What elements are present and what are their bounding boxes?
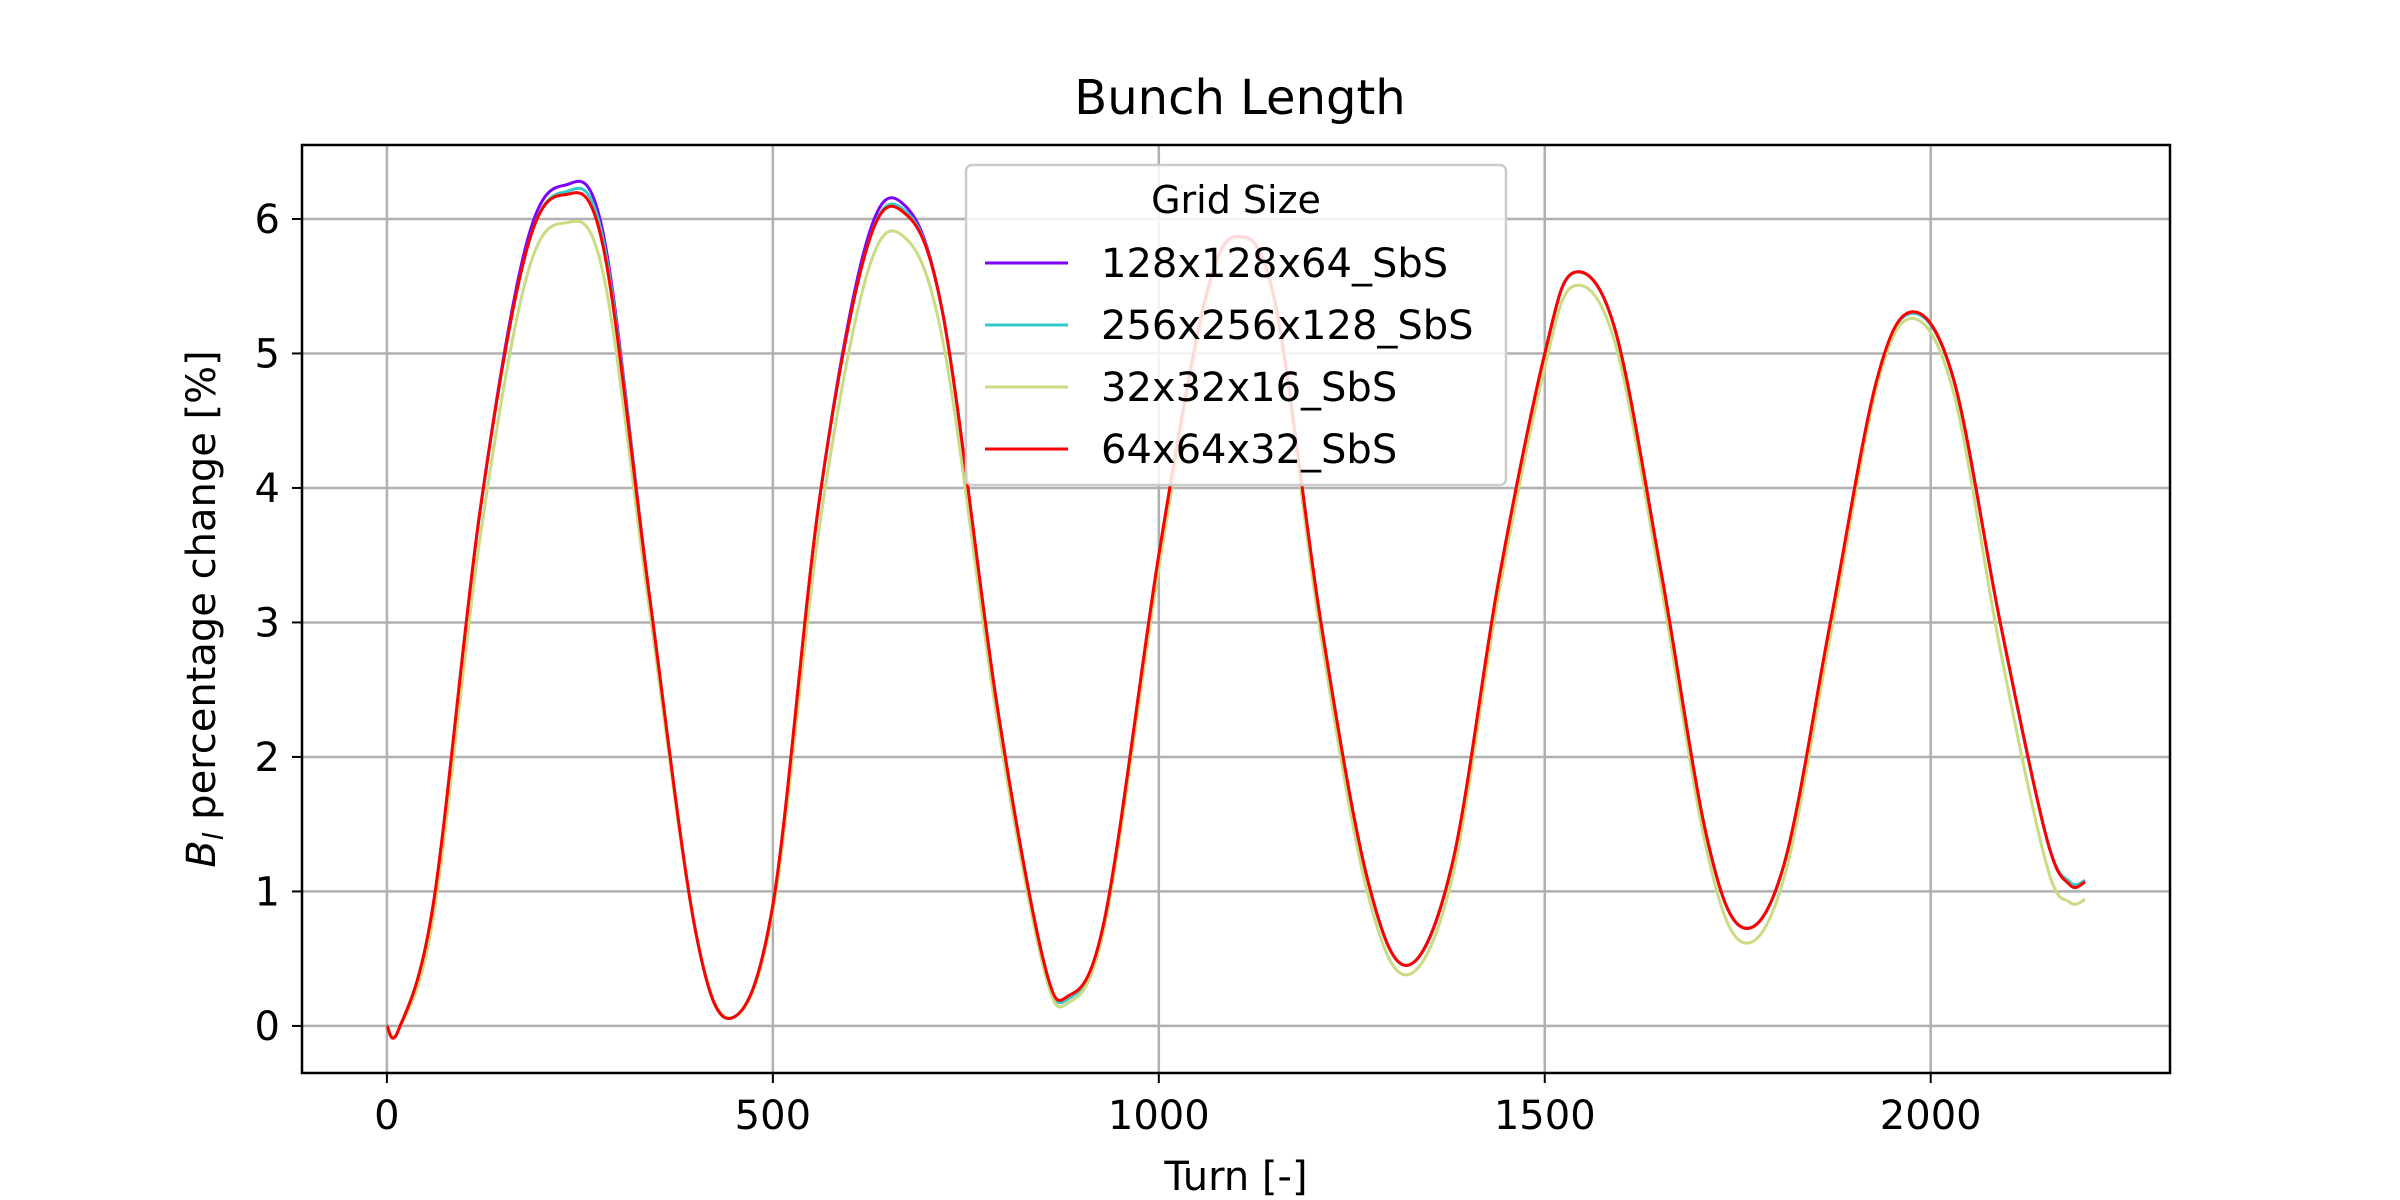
legend-entries: 128x128x64_SbS 256x256x128_SbS 32x32x16_Sb…: [985, 241, 1474, 473]
x-tick-label: 1000: [1108, 1093, 1210, 1139]
plot-area-frame: [300, 143, 2172, 1075]
y-axis-label-rest: percentage change [%]: [179, 350, 225, 832]
x-tick-label: 500: [735, 1093, 811, 1139]
legend-label: 32x32x16_SbS: [1101, 365, 1397, 411]
y-tick-label: 4: [255, 466, 280, 512]
y-tick-label: 5: [255, 331, 280, 377]
chart-title: Bunch Length: [1074, 70, 1405, 126]
y-tick-label: 3: [255, 600, 280, 646]
axis-ticks: 0 500 1000 1500 2000 0 1 2 3 4 5 6: [255, 197, 1982, 1139]
y-tick-label: 1: [255, 869, 280, 915]
x-axis-label: Turn [-]: [1163, 1154, 1307, 1200]
x-tick-label: 1500: [1494, 1093, 1596, 1139]
x-tick-label: 0: [374, 1093, 399, 1139]
y-axis-label: Bl percentage change [%]: [179, 350, 230, 868]
y-tick-label: 2: [255, 735, 280, 781]
y-tick-label: 6: [255, 197, 280, 243]
legend-label: 64x64x32_SbS: [1101, 427, 1397, 473]
legend-label: 256x256x128_SbS: [1101, 303, 1474, 349]
y-axis-label-sub: l: [197, 832, 230, 840]
legend-box: [964, 163, 1508, 487]
y-tick-label: 0: [255, 1004, 280, 1050]
legend: Grid Size 128x128x64_SbS 256x256x128_SbS 3…: [964, 163, 1508, 487]
legend-title: Grid Size: [1151, 178, 1321, 222]
x-tick-label: 2000: [1880, 1093, 1982, 1139]
legend-label: 128x128x64_SbS: [1101, 241, 1448, 287]
y-axis-label-main: B: [179, 840, 225, 867]
